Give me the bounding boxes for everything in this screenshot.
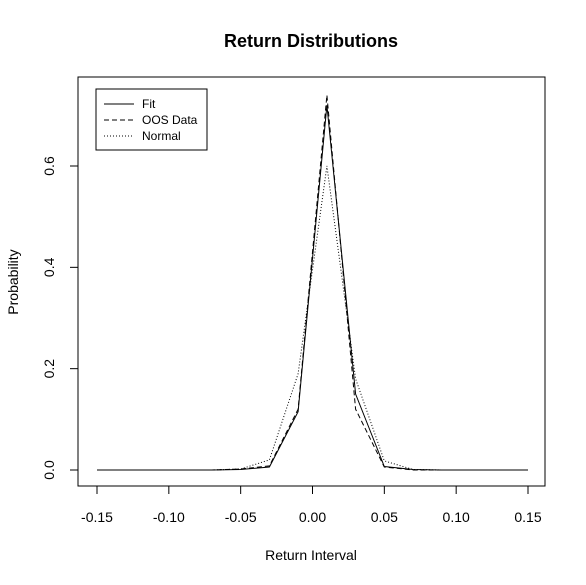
x-tick-label: 0.00 [299, 509, 326, 525]
y-axis-title: Probability [5, 249, 21, 314]
y-tick-label: 0.0 [41, 460, 57, 480]
series-line-normal [97, 165, 528, 471]
y-tick-label: 0.2 [41, 359, 57, 379]
y-tick-label: 0.6 [41, 156, 57, 176]
legend-oos-data-label: OOS Data [142, 113, 198, 127]
x-tick-label: -0.05 [225, 509, 257, 525]
x-tick-label: 0.10 [443, 509, 470, 525]
y-tick-label: 0.4 [41, 257, 57, 277]
x-tick-label: 0.05 [371, 509, 398, 525]
legend-fit-label: Fit [142, 97, 156, 111]
x-tick-label: 0.15 [514, 509, 541, 525]
x-axis: -0.15 -0.10 -0.05 0.00 0.05 0.10 0.15 [81, 485, 542, 525]
x-axis-title: Return Interval [265, 547, 357, 563]
series-line-fit [97, 105, 528, 471]
legend-normal-label: Normal [142, 129, 181, 143]
legend: Fit OOS Data Normal [95, 88, 208, 151]
x-tick-label: -0.15 [81, 509, 113, 525]
series-line-oos-data [97, 95, 528, 471]
y-axis: 0.0 0.2 0.4 0.6 [41, 156, 79, 480]
chart-title: Return Distributions [224, 31, 398, 51]
series-layer [97, 95, 528, 471]
x-tick-label: -0.10 [153, 509, 185, 525]
